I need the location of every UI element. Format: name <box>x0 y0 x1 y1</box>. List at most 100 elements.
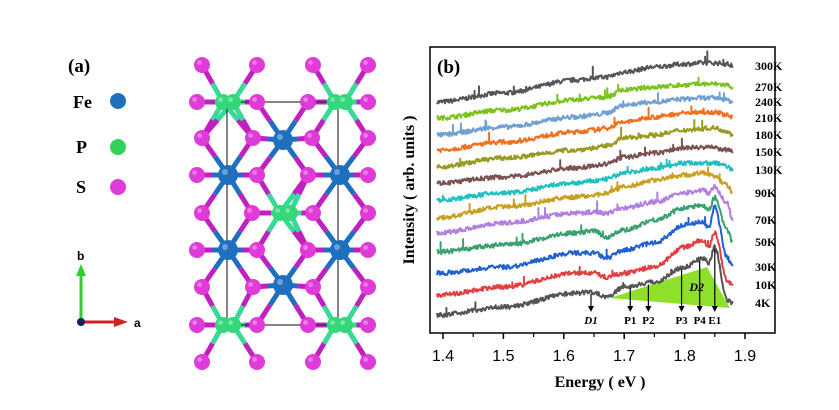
s-atom-highlight <box>308 357 313 362</box>
legend-s-label: S <box>76 177 86 197</box>
p-atom <box>225 317 241 333</box>
arrowhead-icon <box>587 306 594 312</box>
series-10K <box>436 230 734 298</box>
series-4K <box>436 244 734 319</box>
panel-a-label: (a) <box>68 56 90 77</box>
legend-p-label: P <box>76 137 87 157</box>
y-axis-label: Intensity ( arb. units ) <box>401 116 418 265</box>
series-90K <box>436 166 733 221</box>
p-atom-highlight <box>218 97 224 102</box>
series-label-30K: 30K <box>755 260 777 274</box>
s-atom <box>194 130 210 146</box>
fe-atom-highlight <box>334 169 340 175</box>
a-arrowhead-icon <box>114 317 128 327</box>
s-atom-highlight <box>252 170 257 176</box>
annotation-label-P1: P1 <box>624 315 636 327</box>
s-atom <box>360 57 376 73</box>
p-atom-highlight <box>218 320 224 325</box>
p-atom-highlight <box>285 208 290 214</box>
s-atom-highlight <box>252 245 257 251</box>
series-label-130K: 130K <box>755 163 783 177</box>
fe-atom-highlight <box>277 134 283 140</box>
series-300K <box>436 50 734 105</box>
s-atom <box>249 317 265 333</box>
s-atom <box>360 242 376 258</box>
s-atom-highlight <box>252 357 257 362</box>
fe-atom <box>218 240 238 260</box>
legend-s: S <box>76 177 126 197</box>
s-atom-highlight <box>363 357 368 362</box>
s-atom-highlight <box>197 60 203 65</box>
s-atom-highlight <box>197 357 203 362</box>
s-atom-highlight <box>197 133 203 139</box>
s-atom-highlight <box>303 320 308 325</box>
series-70K <box>436 183 734 236</box>
legend-fe-label: Fe <box>73 92 92 112</box>
unit-cell <box>226 101 339 326</box>
a-axis-label: a <box>134 316 141 330</box>
s-atom-highlight <box>363 133 368 139</box>
x-tick-label: 1.5 <box>492 348 514 365</box>
s-atom <box>360 205 376 221</box>
s-atom <box>249 94 265 110</box>
arrowhead-icon <box>627 306 634 312</box>
s-atom <box>360 130 376 146</box>
series-label-4K: 4K <box>755 296 771 310</box>
s-atom-icon <box>110 179 126 195</box>
s-atom <box>249 167 265 183</box>
legend-fe: Fe <box>73 92 126 112</box>
s-atom <box>300 167 316 183</box>
series-240K <box>436 91 734 138</box>
arrowhead-icon <box>678 306 685 312</box>
fe-atom <box>273 130 293 150</box>
s-atom-highlight <box>303 97 308 102</box>
s-atom-highlight <box>252 97 257 102</box>
s-atom <box>305 354 321 370</box>
s-atom <box>194 57 210 73</box>
series-label-70K: 70K <box>755 213 777 227</box>
s-atom <box>360 167 376 183</box>
s-atom <box>244 205 260 221</box>
s-atom-highlight <box>192 245 198 251</box>
s-atom <box>300 94 316 110</box>
p-atom-highlight <box>330 320 335 325</box>
d2-label: D2 <box>688 280 704 294</box>
s-atom <box>189 167 205 183</box>
s-atom <box>249 242 265 258</box>
p-atom-highlight <box>228 97 234 102</box>
s-atom <box>305 57 321 73</box>
p-atom-highlight <box>340 97 345 102</box>
fe-atom <box>218 165 238 185</box>
s-atom-highlight <box>252 320 257 325</box>
fe-atom-highlight <box>222 244 228 250</box>
s-atom-highlight <box>247 208 253 214</box>
s-atom <box>249 354 265 370</box>
series-30K <box>436 204 734 276</box>
s-atom-highlight <box>363 245 368 251</box>
s-atom-highlight <box>307 133 312 139</box>
series-label-240K: 240K <box>755 95 783 109</box>
s-atom-highlight <box>192 320 198 325</box>
s-atom <box>300 242 316 258</box>
atoms <box>189 57 376 370</box>
s-atom <box>305 279 321 295</box>
p-atom-icon <box>110 139 126 155</box>
s-atom-highlight <box>248 282 254 287</box>
s-atom-highlight <box>252 60 257 65</box>
s-atom <box>194 205 210 221</box>
series-210K <box>436 105 734 154</box>
p-atom-highlight <box>275 208 280 214</box>
s-atom-highlight <box>363 208 368 214</box>
s-atom <box>304 130 320 146</box>
s-atom-highlight <box>192 97 198 102</box>
s-atom-highlight <box>197 208 203 214</box>
s-atom-highlight <box>308 60 313 65</box>
s-atom <box>189 94 205 110</box>
s-atom-highlight <box>363 320 368 325</box>
series-50K <box>436 194 733 256</box>
s-atom-highlight <box>363 282 368 287</box>
series-label-50K: 50K <box>755 235 777 249</box>
series-label-270K: 270K <box>755 80 783 94</box>
s-atom-highlight <box>192 170 198 176</box>
